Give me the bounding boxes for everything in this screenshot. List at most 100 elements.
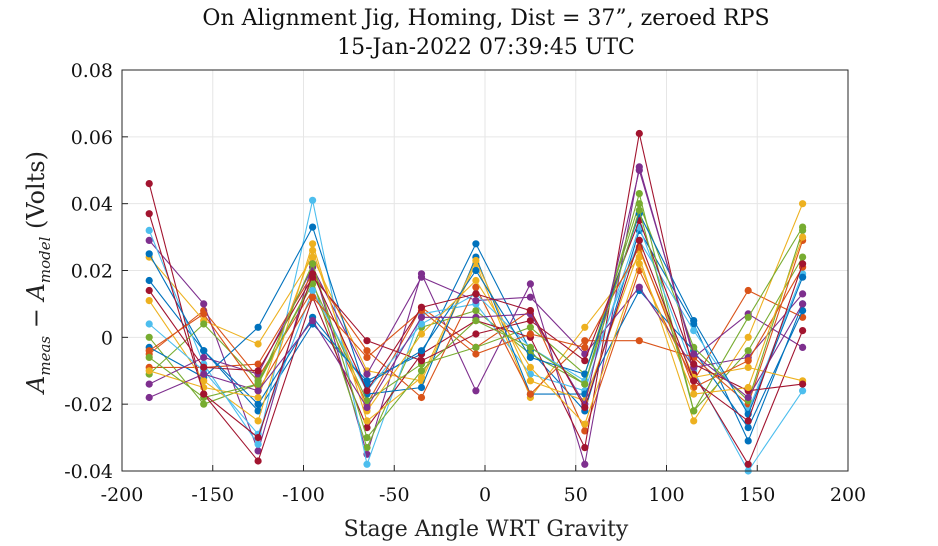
data-point bbox=[744, 313, 752, 321]
data-point bbox=[581, 444, 589, 452]
data-point bbox=[526, 390, 535, 398]
data-point bbox=[744, 333, 752, 341]
y-tick-label: 0.08 bbox=[71, 60, 113, 82]
y-axis-label-a2: A bbox=[22, 283, 50, 302]
data-point bbox=[145, 347, 153, 355]
data-point bbox=[581, 323, 589, 331]
data-point bbox=[309, 280, 317, 288]
data-point bbox=[799, 273, 807, 281]
data-point bbox=[581, 427, 589, 435]
data-point bbox=[744, 460, 752, 468]
y-tick-label: 0.06 bbox=[71, 127, 113, 149]
data-point bbox=[254, 380, 262, 388]
data-point bbox=[200, 390, 208, 398]
data-point bbox=[254, 340, 262, 348]
data-point bbox=[526, 330, 535, 338]
data-point bbox=[254, 323, 262, 331]
x-tick-label: 0 bbox=[479, 484, 491, 506]
x-tick-label: -50 bbox=[379, 484, 410, 506]
data-point bbox=[309, 260, 317, 268]
data-point bbox=[363, 370, 371, 378]
data-point bbox=[309, 223, 317, 231]
series-20 bbox=[145, 210, 807, 442]
data-point bbox=[145, 333, 153, 341]
y-axis-label-a1: A bbox=[22, 376, 50, 395]
data-point bbox=[254, 360, 262, 368]
data-point bbox=[472, 350, 480, 358]
series-19 bbox=[145, 206, 807, 442]
data-point bbox=[472, 387, 480, 395]
data-point bbox=[417, 330, 426, 338]
data-point bbox=[417, 367, 426, 375]
data-point bbox=[799, 223, 807, 231]
data-point bbox=[635, 190, 643, 198]
data-point bbox=[635, 206, 643, 214]
data-point bbox=[200, 353, 208, 361]
x-tick-label: -100 bbox=[282, 484, 325, 506]
data-point bbox=[200, 310, 208, 318]
data-point bbox=[799, 200, 807, 208]
x-axis: -200 -150 -100 -50 0 50 100 150 200 bbox=[101, 465, 866, 506]
data-point bbox=[254, 407, 262, 415]
data-point bbox=[145, 210, 153, 218]
data-point bbox=[363, 424, 371, 432]
data-point bbox=[145, 353, 153, 361]
data-point bbox=[363, 460, 371, 468]
data-point bbox=[472, 317, 480, 325]
data-point bbox=[417, 393, 426, 402]
chart-title: On Alignment Jig, Homing, Dist = 37”, ze… bbox=[202, 6, 769, 31]
x-tick-label: -150 bbox=[191, 484, 234, 506]
y-tick-label: 0.04 bbox=[71, 194, 113, 216]
data-point bbox=[744, 424, 752, 432]
data-point bbox=[145, 236, 153, 244]
data-point bbox=[635, 200, 643, 208]
data-point bbox=[472, 276, 480, 285]
data-point bbox=[799, 307, 807, 315]
data-point bbox=[690, 407, 698, 415]
y-tick-label: 0 bbox=[101, 327, 113, 349]
data-point bbox=[200, 370, 208, 378]
data-point bbox=[363, 434, 371, 442]
data-point bbox=[363, 444, 371, 452]
data-point bbox=[200, 363, 208, 371]
data-point bbox=[254, 417, 262, 425]
data-point bbox=[799, 300, 807, 308]
data-point bbox=[581, 370, 589, 378]
x-tick-label: 150 bbox=[739, 484, 775, 506]
data-point bbox=[145, 180, 153, 188]
data-point bbox=[254, 387, 262, 395]
data-point bbox=[309, 286, 317, 295]
data-point bbox=[145, 286, 153, 295]
data-point bbox=[581, 343, 589, 351]
data-point bbox=[309, 196, 317, 204]
data-point bbox=[744, 286, 752, 295]
data-point bbox=[744, 417, 752, 425]
data-point bbox=[526, 353, 535, 361]
data-point bbox=[145, 367, 153, 375]
data-point bbox=[363, 353, 371, 361]
data-point bbox=[799, 327, 807, 335]
data-point bbox=[309, 240, 317, 248]
x-tick-label: 200 bbox=[830, 484, 866, 506]
x-tick-label: 100 bbox=[648, 484, 684, 506]
data-point bbox=[472, 343, 480, 351]
data-point bbox=[526, 343, 535, 351]
data-point bbox=[472, 283, 480, 291]
series-group bbox=[145, 129, 807, 475]
y-axis-label-units: (Volts) bbox=[22, 151, 50, 237]
data-point bbox=[744, 437, 752, 445]
data-point bbox=[417, 347, 426, 355]
data-point bbox=[254, 400, 262, 408]
data-point bbox=[799, 387, 807, 395]
data-point bbox=[200, 347, 208, 355]
series-15 bbox=[145, 210, 807, 418]
data-point bbox=[472, 330, 480, 338]
data-point bbox=[417, 373, 426, 381]
data-point bbox=[581, 337, 589, 345]
data-point bbox=[417, 357, 426, 365]
data-point bbox=[363, 337, 371, 345]
data-point bbox=[526, 307, 535, 315]
data-point bbox=[635, 129, 643, 138]
data-point bbox=[799, 290, 807, 298]
